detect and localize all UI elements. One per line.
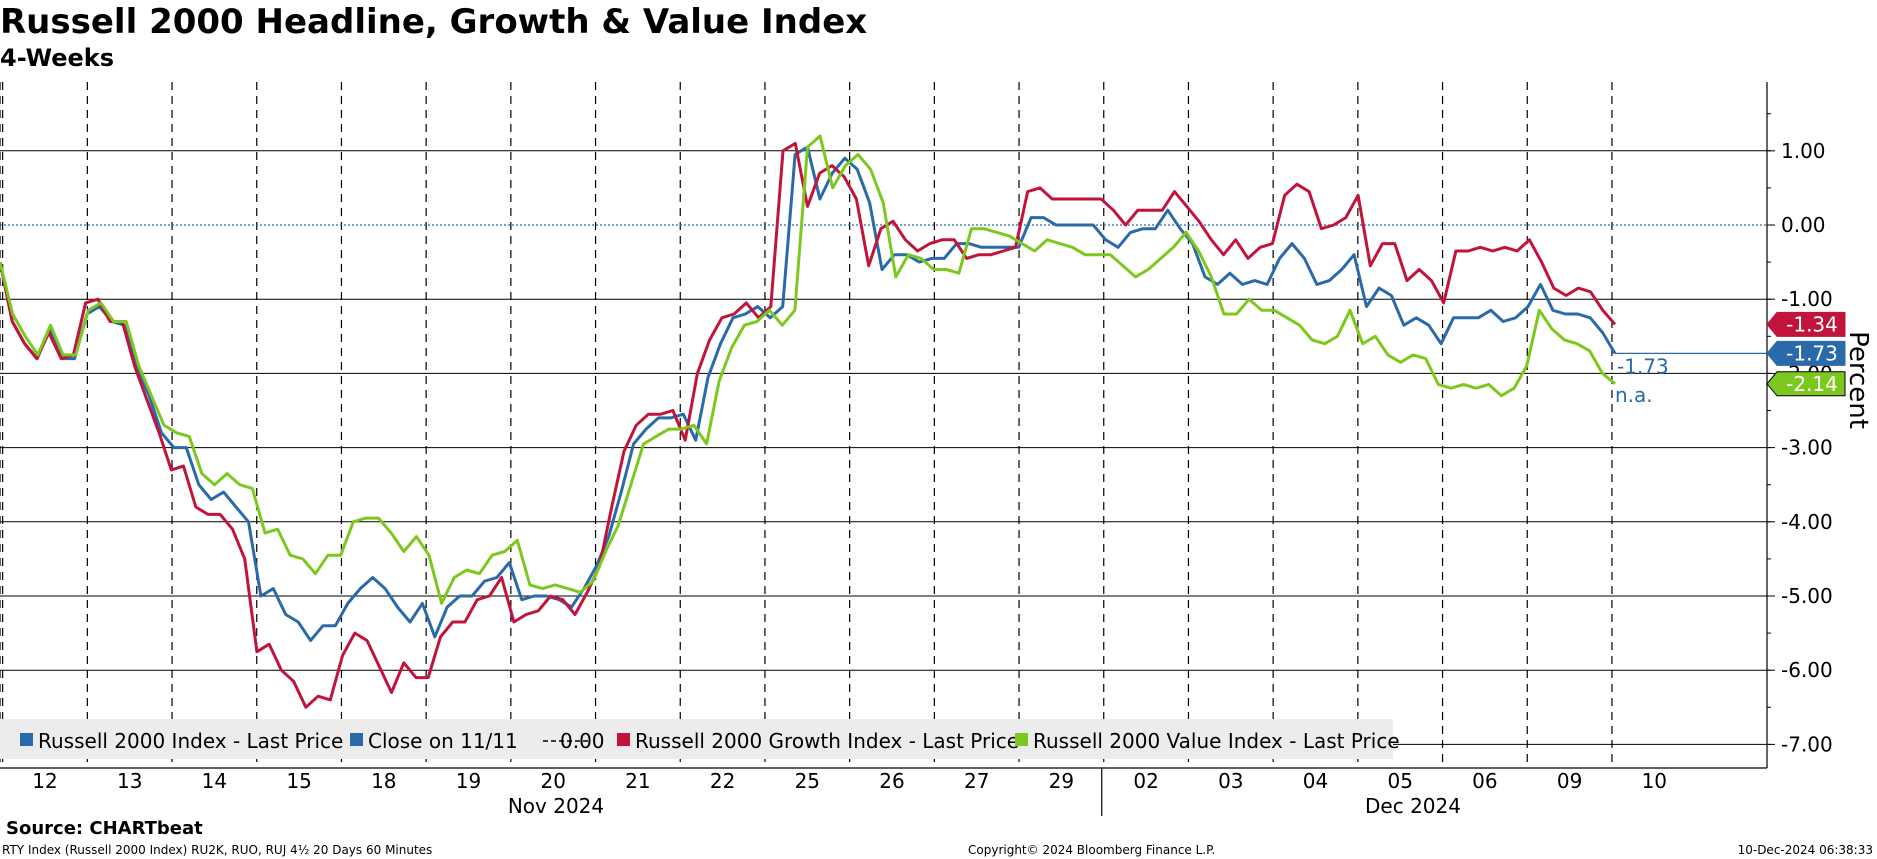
legend: Russell 2000 Index - Last Price Close on … xyxy=(0,719,1400,759)
y-axis-label: Percent xyxy=(1843,331,1873,429)
month-label: Dec 2024 xyxy=(1365,794,1461,818)
x-tick-label: 04 xyxy=(1303,769,1328,793)
chart-title: Russell 2000 Headline, Growth & Value In… xyxy=(0,2,868,42)
legend-swatch xyxy=(617,733,630,746)
legend-label: Close on 11/11 xyxy=(368,729,518,753)
x-tick-label: 25 xyxy=(795,769,820,793)
x-tick-label: 21 xyxy=(625,769,650,793)
x-tick-label: 19 xyxy=(456,769,481,793)
x-tick-label: 18 xyxy=(371,769,396,793)
x-tick-label: 15 xyxy=(286,769,311,793)
y-tick-label: -6.00 xyxy=(1781,658,1833,682)
x-tick-label: 10 xyxy=(1642,769,1667,793)
x-tick-label: 02 xyxy=(1133,769,1158,793)
source-label: Source: CHARTbeat xyxy=(6,818,203,839)
series-layer: -1.73 n.a. xyxy=(0,134,1775,709)
y-tick-label: -1.00 xyxy=(1781,287,1833,311)
x-tick-label: 03 xyxy=(1218,769,1243,793)
y-tick-label: 0.00 xyxy=(1781,213,1826,237)
headline-end-annotation: -1.73 xyxy=(1617,354,1669,378)
headline-last-tag: -1.73 xyxy=(1766,340,1846,366)
chart-subtitle: 4-Weeks xyxy=(0,44,114,72)
y-tick-label: -4.00 xyxy=(1781,510,1833,534)
x-tick-label: 22 xyxy=(710,769,735,793)
y-tick-label: -5.00 xyxy=(1781,584,1833,608)
value-last-tag-text: -2.14 xyxy=(1786,372,1838,396)
x-tick-label: 05 xyxy=(1387,769,1412,793)
legend-background xyxy=(0,719,1393,759)
x-tick-label: 26 xyxy=(879,769,904,793)
y-tick-label: 1.00 xyxy=(1781,139,1826,163)
legend-label: Russell 2000 Index - Last Price xyxy=(38,729,343,753)
month-label: Nov 2024 xyxy=(508,794,604,818)
value-last-tag-shape xyxy=(1766,371,1846,397)
growth-last-tag-text: -1.34 xyxy=(1786,312,1838,336)
legend-label: Russell 2000 Growth Index - Last Price xyxy=(635,729,1019,753)
x-tick-label: 14 xyxy=(202,769,227,793)
y-tick-label: -3.00 xyxy=(1781,436,1833,460)
footer-copyright: Copyright© 2024 Bloomberg Finance L.P. xyxy=(968,843,1216,857)
x-tick-label: 13 xyxy=(117,769,142,793)
value-last-tag: -2.14 xyxy=(1766,371,1846,397)
gridlines xyxy=(0,82,1767,768)
footer-timestamp: 10-Dec-2024 06:38:33 xyxy=(1737,843,1873,857)
x-tick-label: 09 xyxy=(1557,769,1582,793)
x-tick-label: 29 xyxy=(1049,769,1074,793)
axis-layer: 1.000.00-1.00-2.00-3.00-4.00-5.00-6.00-7… xyxy=(0,82,1873,818)
y-tick-label: -7.00 xyxy=(1781,732,1833,756)
x-tick-label: 20 xyxy=(540,769,565,793)
headline-last-tag-shape xyxy=(1766,340,1846,366)
value-na-annotation: n.a. xyxy=(1615,383,1653,407)
legend-label: Russell 2000 Value Index - Last Price xyxy=(1033,729,1400,753)
growth-last-tag-shape xyxy=(1766,311,1846,337)
legend-swatch xyxy=(350,733,363,746)
growth-last-tag: -1.34 xyxy=(1766,311,1846,337)
x-tick-label: 27 xyxy=(964,769,989,793)
footer-description: RTY Index (Russell 2000 Index) RU2K, RUO… xyxy=(2,843,433,857)
series-line xyxy=(0,145,1617,642)
x-tick-label: 06 xyxy=(1472,769,1497,793)
series-line xyxy=(0,141,1617,709)
series-line xyxy=(0,134,1616,605)
legend-reference-value: 0.00 xyxy=(560,729,605,753)
headline-last-tag-text: -1.73 xyxy=(1786,341,1838,365)
x-tick-label: 12 xyxy=(32,769,57,793)
legend-swatch xyxy=(20,733,33,746)
legend-swatch xyxy=(1015,733,1028,746)
